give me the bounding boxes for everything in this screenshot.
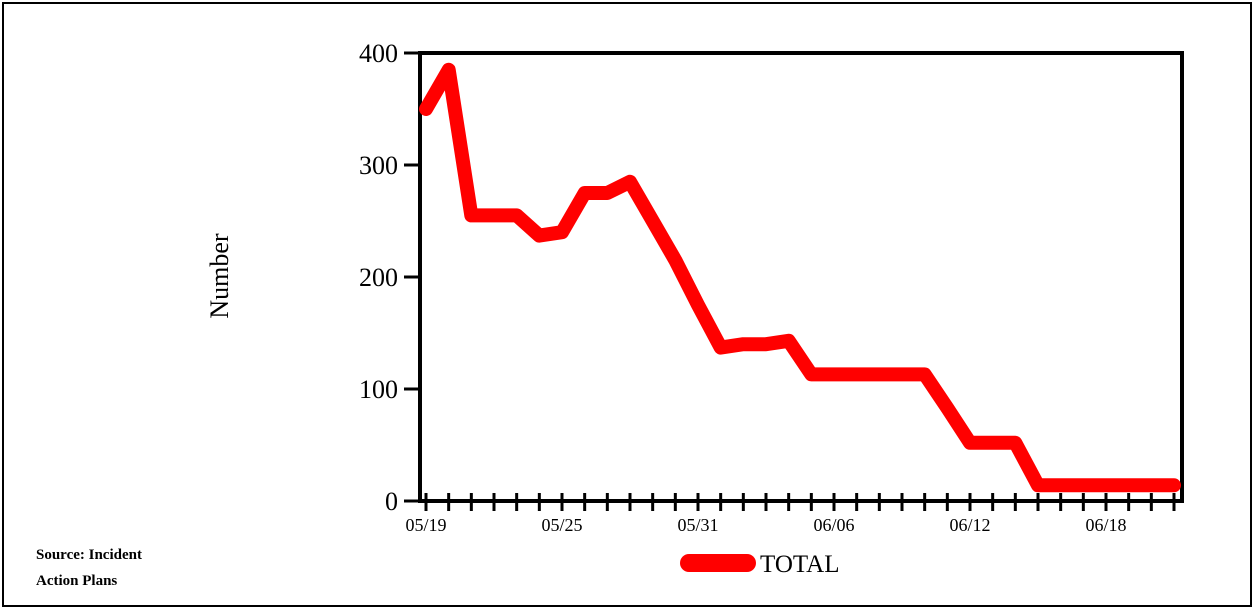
legend: TOTAL <box>680 551 839 578</box>
plot-area <box>418 51 1184 503</box>
series-layer <box>419 62 1181 493</box>
y-tick-label: 100 <box>359 375 398 404</box>
x-axis: 05/19 05/25 05/31 06/06 06/12 06/18 <box>405 493 1176 535</box>
y-tick-label: 300 <box>359 151 398 180</box>
axes <box>418 51 1184 503</box>
x-tick-label: 06/06 <box>813 515 854 535</box>
x-tick-label: 05/25 <box>541 515 582 535</box>
x-tick-label: 06/12 <box>949 515 990 535</box>
source-note: Source: Incident Action Plans <box>36 542 236 594</box>
legend-swatch <box>680 554 756 572</box>
legend-label: TOTAL <box>760 551 839 578</box>
y-axis: 0 100 200 300 400 <box>359 39 420 516</box>
series-line-total <box>419 62 1181 493</box>
source-line-2: Action Plans <box>36 573 118 589</box>
y-tick-label: 400 <box>359 39 398 68</box>
y-tick-label: 200 <box>359 263 398 292</box>
x-tick-label: 05/19 <box>405 515 446 535</box>
source-line-1: Source: Incident <box>36 547 142 563</box>
y-axis-label: Number <box>205 233 234 319</box>
x-tick-label: 06/18 <box>1085 515 1126 535</box>
x-tick-label: 05/31 <box>677 515 718 535</box>
y-tick-label: 0 <box>385 487 398 516</box>
